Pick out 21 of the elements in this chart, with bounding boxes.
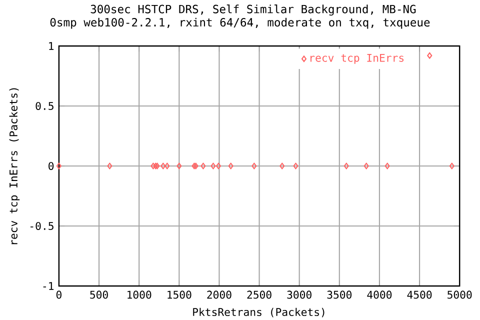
y-axis-title: recv tcp InErrs (Packets) bbox=[9, 88, 20, 244]
y-tick-label: 0 bbox=[48, 162, 54, 170]
x-tick-label: 2000 bbox=[207, 290, 232, 299]
x-tick-label: 0 bbox=[56, 290, 62, 299]
x-tick-label: 2500 bbox=[247, 290, 272, 299]
x-tick-label: 500 bbox=[90, 290, 108, 299]
chart-subtitle: 0smp web100-2.2.1, rxint 64/64, moderate on txq, txqueue bbox=[50, 18, 430, 29]
legend-label: recv tcp InErrs bbox=[310, 54, 404, 64]
x-axis-title: PktsRetrans (Packets) bbox=[193, 308, 324, 318]
x-tick-label: 4500 bbox=[407, 290, 432, 299]
x-tick-label: 4000 bbox=[367, 290, 392, 299]
x-tick-label: 3000 bbox=[287, 290, 312, 299]
x-tick-label: 1500 bbox=[168, 290, 192, 299]
y-tick-label: -1 bbox=[43, 282, 54, 290]
y-tick-label: 0.5 bbox=[36, 102, 54, 110]
y-tick-label: -0.5 bbox=[30, 222, 54, 230]
x-tick-label: 3500 bbox=[327, 290, 352, 299]
chart-title: 300sec HSTCP DRS, Self Similar Background, MB-NG bbox=[90, 4, 416, 16]
x-tick-label: 1000 bbox=[128, 290, 152, 299]
x-tick-label: 5000 bbox=[448, 290, 472, 299]
y-tick-label: 1 bbox=[49, 42, 54, 50]
